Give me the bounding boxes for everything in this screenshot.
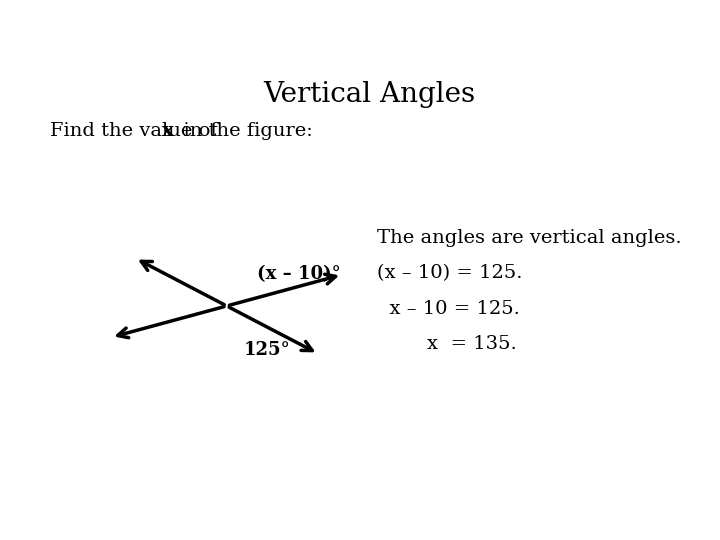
Text: (x – 10)°: (x – 10)° bbox=[258, 265, 341, 283]
Text: x: x bbox=[162, 122, 174, 139]
Text: x  = 135.: x = 135. bbox=[377, 335, 517, 353]
Text: The angles are vertical angles.: The angles are vertical angles. bbox=[377, 229, 682, 247]
Text: Vertical Angles: Vertical Angles bbox=[263, 82, 475, 109]
Text: Find the value of: Find the value of bbox=[50, 122, 230, 139]
Text: (x – 10) = 125.: (x – 10) = 125. bbox=[377, 265, 523, 282]
Text: 125°: 125° bbox=[243, 341, 290, 359]
Text: x – 10 = 125.: x – 10 = 125. bbox=[377, 300, 521, 318]
Text: in the figure:: in the figure: bbox=[171, 122, 312, 139]
